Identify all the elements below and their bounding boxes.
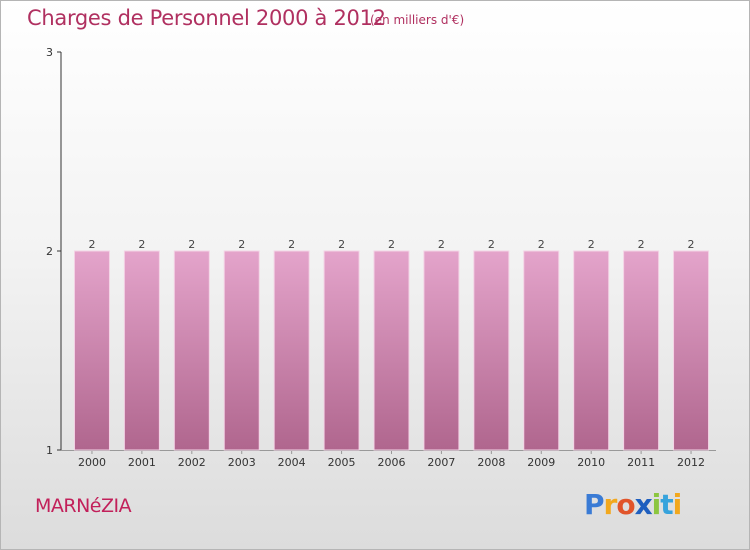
logo-letter: x: [634, 488, 653, 521]
bar-2002: [173, 250, 210, 451]
data-label: 2: [338, 238, 345, 251]
chart-title: Charges de Personnel 2000 à 2012: [27, 6, 386, 30]
bar-2012: [673, 250, 710, 451]
data-label: 2: [538, 238, 545, 251]
data-label: 2: [588, 238, 595, 251]
data-label: 2: [388, 238, 395, 251]
x-tick-label: 2008: [477, 456, 505, 469]
bar-2009: [523, 250, 560, 451]
x-tick-label: 2012: [677, 456, 705, 469]
data-label: 2: [638, 238, 645, 251]
bar-2005: [323, 250, 360, 451]
y-tick-label: 2: [46, 245, 53, 258]
x-tick-label: 2005: [328, 456, 356, 469]
x-tick-label: 2011: [627, 456, 655, 469]
logo-letter: t: [660, 488, 673, 521]
bar-2006: [373, 250, 410, 451]
data-label: 2: [88, 238, 95, 251]
logo-letter: i: [672, 488, 683, 521]
x-tick-label: 2006: [378, 456, 406, 469]
x-tick-label: 2004: [278, 456, 306, 469]
bar-2001: [123, 250, 160, 451]
x-tick-label: 2007: [427, 456, 455, 469]
x-tick-label: 2010: [577, 456, 605, 469]
bar-2004: [273, 250, 310, 451]
commune-name: MARNéZIA: [35, 495, 132, 517]
bar-2000: [73, 250, 110, 451]
data-label: 2: [138, 238, 145, 251]
bar-2011: [623, 250, 660, 451]
logo-letter: i: [651, 488, 662, 521]
data-label: 2: [488, 238, 495, 251]
logo-letter: P: [584, 488, 605, 521]
proxiti-logo[interactable]: Proxiti: [584, 488, 683, 521]
data-label: 2: [288, 238, 295, 251]
bar-2010: [573, 250, 610, 451]
data-label: 2: [688, 238, 695, 251]
x-tick-label: 2002: [178, 456, 206, 469]
logo-letter: o: [616, 488, 635, 521]
bar-2007: [423, 250, 460, 451]
data-label: 2: [238, 238, 245, 251]
x-tick-label: 2009: [527, 456, 555, 469]
logo-letter: r: [603, 488, 618, 521]
chart-subtitle: (en milliers d'€): [370, 13, 465, 27]
y-tick-label: 3: [46, 46, 53, 59]
bar-2008: [473, 250, 510, 451]
data-label: 2: [188, 238, 195, 251]
x-tick-label: 2001: [128, 456, 156, 469]
y-tick-label: 1: [46, 444, 53, 457]
x-tick-label: 2000: [78, 456, 106, 469]
data-label: 2: [438, 238, 445, 251]
x-tick-label: 2003: [228, 456, 256, 469]
bar-2003: [223, 250, 260, 451]
